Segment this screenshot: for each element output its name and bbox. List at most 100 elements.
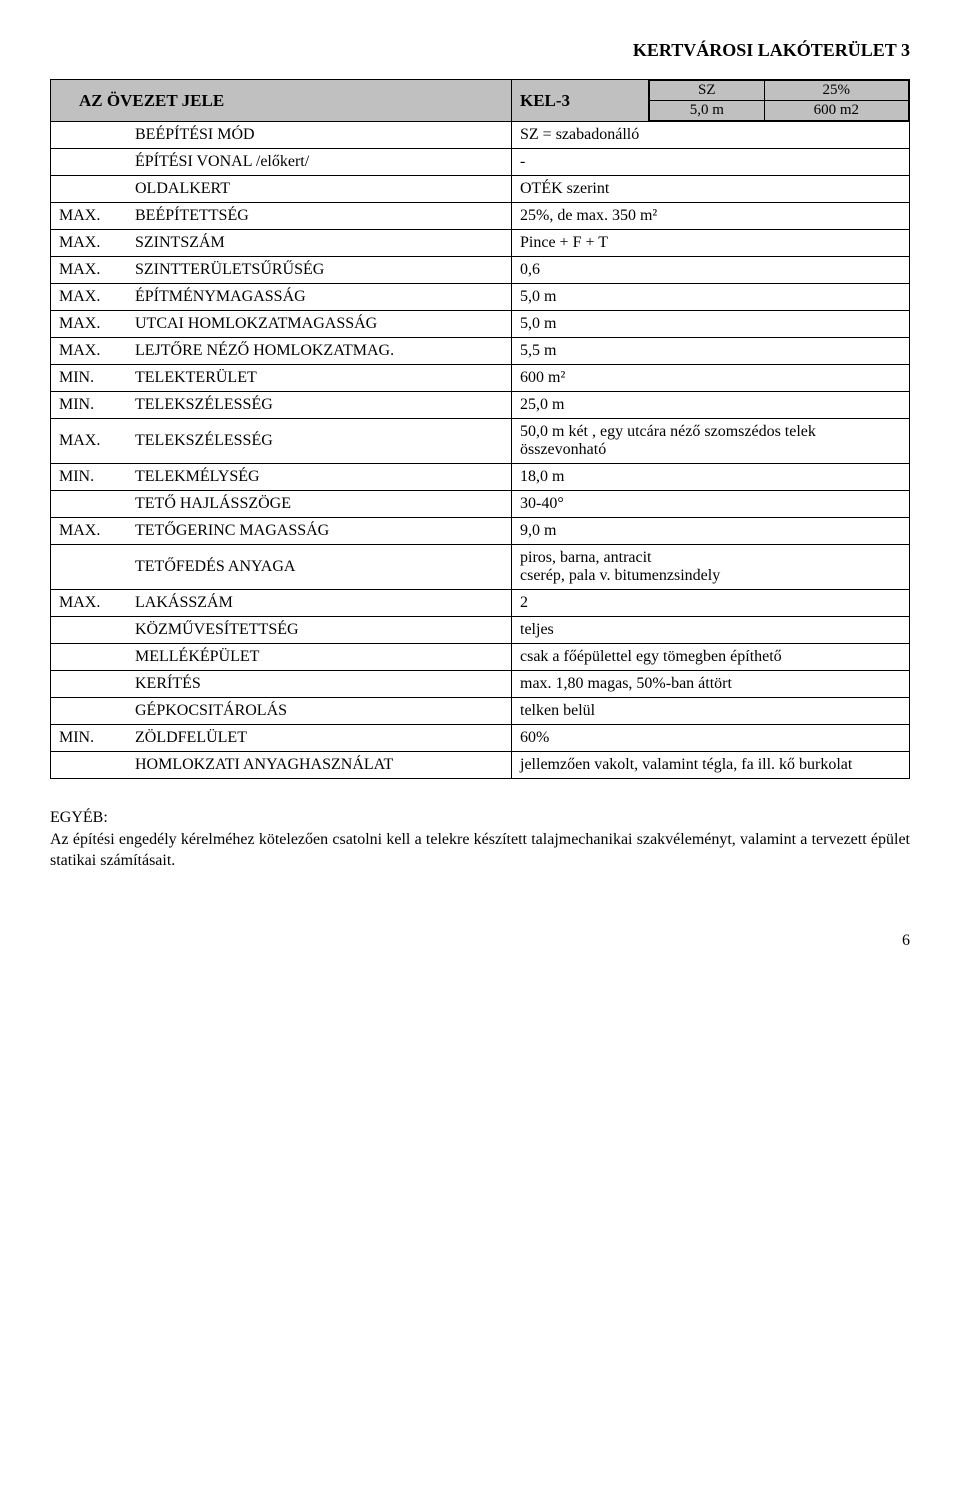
row-label: SZINTTERÜLETSŰRŰSÉG: [127, 257, 512, 284]
row-prefix: [51, 545, 128, 590]
egyeb-section: EGYÉB: Az építési engedély kérelméhez kö…: [50, 807, 910, 872]
table-row: TETŐ HAJLÁSSZÖGE30-40°: [51, 491, 910, 518]
row-prefix: MIN.: [51, 725, 128, 752]
egyeb-text: Az építési engedély kérelméhez kötelezőe…: [50, 829, 910, 872]
table-row: MAX.UTCAI HOMLOKZATMAGASSÁG5,0 m: [51, 311, 910, 338]
row-value: 2: [512, 590, 910, 617]
row-prefix: [51, 149, 128, 176]
row-prefix: MAX.: [51, 419, 128, 464]
row-value: jellemzően vakolt, valamint tégla, fa il…: [512, 752, 910, 779]
row-value: piros, barna, antracitcserép, pala v. bi…: [512, 545, 910, 590]
header-code: KEL-3: [512, 80, 649, 122]
row-label: KERÍTÉS: [127, 671, 512, 698]
mini-r2c1: 5,0 m: [650, 101, 765, 121]
row-label: HOMLOKZATI ANYAGHASZNÁLAT: [127, 752, 512, 779]
table-row: MAX.LAKÁSSZÁM2: [51, 590, 910, 617]
row-prefix: [51, 122, 128, 149]
row-label: BEÉPÍTETTSÉG: [127, 203, 512, 230]
header-row: AZ ÖVEZET JELE KEL-3 SZ 25% 5,0 m 600 m2: [51, 80, 910, 122]
zoning-table: AZ ÖVEZET JELE KEL-3 SZ 25% 5,0 m 600 m2…: [50, 79, 910, 779]
table-row: MAX.ÉPÍTMÉNYMAGASSÁG5,0 m: [51, 284, 910, 311]
row-label: TELEKSZÉLESSÉG: [127, 419, 512, 464]
header-label: AZ ÖVEZET JELE: [51, 80, 512, 122]
table-row: MIN.TELEKTERÜLET600 m²: [51, 365, 910, 392]
table-row: MAX.TELEKSZÉLESSÉG50,0 m két , egy utcár…: [51, 419, 910, 464]
row-value: 5,5 m: [512, 338, 910, 365]
row-label: LEJTŐRE NÉZŐ HOMLOKZATMAG.: [127, 338, 512, 365]
row-prefix: MAX.: [51, 590, 128, 617]
row-value: 50,0 m két , egy utcára néző szomszédos …: [512, 419, 910, 464]
row-label: OLDALKERT: [127, 176, 512, 203]
page-number: 6: [50, 932, 910, 950]
row-prefix: MIN.: [51, 392, 128, 419]
row-label: ÉPÍTMÉNYMAGASSÁG: [127, 284, 512, 311]
row-label: LAKÁSSZÁM: [127, 590, 512, 617]
table-row: MIN.TELEKSZÉLESSÉG25,0 m: [51, 392, 910, 419]
row-value: teljes: [512, 617, 910, 644]
row-label: UTCAI HOMLOKZATMAGASSÁG: [127, 311, 512, 338]
row-label: ÉPÍTÉSI VONAL /előkert/: [127, 149, 512, 176]
row-value: 25,0 m: [512, 392, 910, 419]
row-prefix: [51, 698, 128, 725]
header-mini-table: SZ 25% 5,0 m 600 m2: [649, 80, 909, 121]
row-prefix: MAX.: [51, 284, 128, 311]
table-row: MIN.TELEKMÉLYSÉG18,0 m: [51, 464, 910, 491]
row-prefix: MAX.: [51, 311, 128, 338]
row-label: GÉPKOCSITÁROLÁS: [127, 698, 512, 725]
row-prefix: [51, 617, 128, 644]
row-prefix: [51, 671, 128, 698]
row-prefix: [51, 176, 128, 203]
row-value: 25%, de max. 350 m²: [512, 203, 910, 230]
egyeb-label: EGYÉB:: [50, 807, 910, 829]
row-value: 60%: [512, 725, 910, 752]
row-value: 30-40°: [512, 491, 910, 518]
table-row: MAX.TETŐGERINC MAGASSÁG9,0 m: [51, 518, 910, 545]
row-prefix: [51, 491, 128, 518]
row-prefix: MAX.: [51, 230, 128, 257]
row-prefix: MIN.: [51, 365, 128, 392]
table-row: OLDALKERTOTÉK szerint: [51, 176, 910, 203]
row-prefix: MIN.: [51, 464, 128, 491]
row-prefix: MAX.: [51, 257, 128, 284]
table-row: MAX.BEÉPÍTETTSÉG25%, de max. 350 m²: [51, 203, 910, 230]
row-label: MELLÉKÉPÜLET: [127, 644, 512, 671]
row-value: 9,0 m: [512, 518, 910, 545]
row-value: SZ = szabadonálló: [512, 122, 910, 149]
table-row: GÉPKOCSITÁROLÁStelken belül: [51, 698, 910, 725]
table-row: BEÉPÍTÉSI MÓDSZ = szabadonálló: [51, 122, 910, 149]
row-value: 0,6: [512, 257, 910, 284]
row-prefix: [51, 752, 128, 779]
row-value: 5,0 m: [512, 284, 910, 311]
header-mini-wrap: SZ 25% 5,0 m 600 m2: [649, 80, 910, 122]
row-label: TETŐFEDÉS ANYAGA: [127, 545, 512, 590]
row-label: SZINTSZÁM: [127, 230, 512, 257]
table-row: MAX.LEJTŐRE NÉZŐ HOMLOKZATMAG.5,5 m: [51, 338, 910, 365]
row-label: TELEKSZÉLESSÉG: [127, 392, 512, 419]
row-value: 600 m²: [512, 365, 910, 392]
mini-r1c2: 25%: [764, 81, 908, 101]
table-row: ÉPÍTÉSI VONAL /előkert/-: [51, 149, 910, 176]
row-value: csak a főépülettel egy tömegben építhető: [512, 644, 910, 671]
document-title: KERTVÁROSI LAKÓTERÜLET 3: [50, 40, 910, 61]
table-row: KERÍTÉSmax. 1,80 magas, 50%-ban áttört: [51, 671, 910, 698]
row-value: 18,0 m: [512, 464, 910, 491]
row-label: TETŐGERINC MAGASSÁG: [127, 518, 512, 545]
row-label: TELEKMÉLYSÉG: [127, 464, 512, 491]
row-value: telken belül: [512, 698, 910, 725]
row-value: Pince + F + T: [512, 230, 910, 257]
table-row: MAX.SZINTSZÁMPince + F + T: [51, 230, 910, 257]
mini-r2c2: 600 m2: [764, 101, 908, 121]
row-value: max. 1,80 magas, 50%-ban áttört: [512, 671, 910, 698]
table-row: MIN.ZÖLDFELÜLET60%: [51, 725, 910, 752]
row-prefix: MAX.: [51, 518, 128, 545]
table-row: MAX.SZINTTERÜLETSŰRŰSÉG0,6: [51, 257, 910, 284]
row-prefix: MAX.: [51, 203, 128, 230]
table-row: TETŐFEDÉS ANYAGApiros, barna, antracitcs…: [51, 545, 910, 590]
row-value: OTÉK szerint: [512, 176, 910, 203]
table-row: HOMLOKZATI ANYAGHASZNÁLATjellemzően vako…: [51, 752, 910, 779]
row-label: ZÖLDFELÜLET: [127, 725, 512, 752]
row-prefix: [51, 644, 128, 671]
row-value: -: [512, 149, 910, 176]
row-label: KÖZMŰVESÍTETTSÉG: [127, 617, 512, 644]
row-label: BEÉPÍTÉSI MÓD: [127, 122, 512, 149]
